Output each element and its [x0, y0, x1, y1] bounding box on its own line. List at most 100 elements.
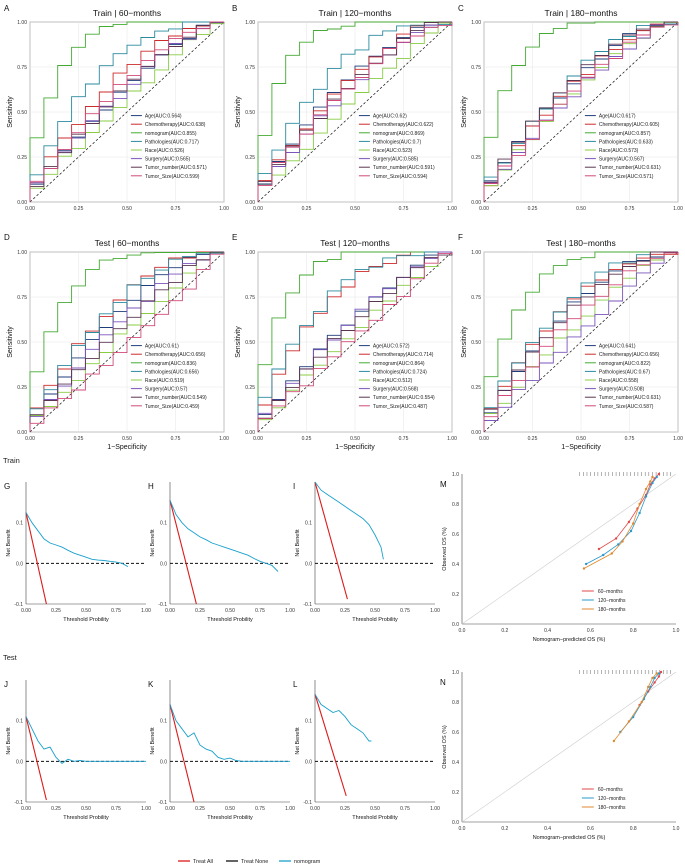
- y-tick-label: 1.00: [471, 20, 481, 26]
- x-tick-label: 1.00: [141, 608, 151, 614]
- legend-entry: 180−months: [598, 607, 626, 613]
- x-tick-label: 0.75: [399, 206, 409, 212]
- panel-H: 0.00 0.25 0.50 0.75 1.00 -0.1 0.0 0.1 Threshold …: [148, 482, 295, 623]
- calibration-point: [621, 540, 624, 543]
- legend-entry: Tumor_number(AUC:0.631): [599, 165, 661, 171]
- calibration-point: [582, 567, 586, 570]
- panel-letter: I: [293, 482, 295, 491]
- y-axis-label: Net Benefit: [6, 529, 12, 557]
- y-axis-label: Net Benefit: [150, 727, 156, 755]
- panel-L: 0.00 0.25 0.50 0.75 1.00 -0.1 0.0 0.1 Threshold …: [293, 680, 440, 821]
- x-tick-label: 0.75: [255, 608, 265, 614]
- x-axis-label: 1−Specificity: [561, 444, 601, 451]
- x-tick-label: 1.0: [673, 628, 680, 634]
- y-tick-label: 0.1: [16, 521, 23, 527]
- treat-all-line: [25, 716, 47, 801]
- y-tick-label: 0.25: [245, 155, 255, 161]
- calibration-point: [640, 700, 643, 704]
- x-tick-label: 0.75: [399, 436, 409, 442]
- roc-curve-tumor_size: [483, 22, 679, 202]
- reference-diagonal: [483, 21, 679, 203]
- plot-area: [170, 680, 290, 802]
- legend-entry: 120−months: [598, 796, 626, 802]
- panel-title: Test | 180−months: [546, 238, 616, 248]
- x-tick-label: 0.00: [253, 206, 263, 212]
- legend-entry: Chemotherapy(AUC:0.656): [145, 352, 206, 358]
- y-tick-label: 0.1: [160, 719, 167, 725]
- section-label-test: Test: [3, 653, 18, 662]
- y-tick-label: 0.0: [160, 759, 167, 765]
- y-tick-label: 0.75: [17, 65, 27, 71]
- y-axis-label: Sensitivity: [461, 96, 468, 128]
- x-tick-label: 0.00: [25, 206, 35, 212]
- panel-F: 0.00 0.25 0.50 0.75 1.00 0.00 0.25 0.50 0.75 1.00…: [458, 233, 683, 451]
- x-tick-label: 0.75: [255, 806, 265, 812]
- legend-entry: 60−months: [598, 787, 623, 793]
- panel-letter: H: [148, 482, 154, 491]
- y-tick-label: 1.0: [452, 472, 459, 478]
- legend-entry: nomogram(AUC:0.864): [373, 361, 425, 367]
- panel-title: Train | 60−months: [93, 8, 161, 18]
- y-tick-label: 0.0: [16, 759, 23, 765]
- panel-title: Train | 180−months: [544, 8, 617, 18]
- y-tick-label: 0.50: [471, 110, 481, 116]
- treat-all-line: [314, 694, 347, 797]
- calibration-point: [659, 670, 663, 674]
- calibration-point: [649, 685, 652, 689]
- y-tick-label: 0.0: [452, 622, 459, 628]
- x-tick-label: 0.8: [630, 826, 637, 832]
- panel-letter: E: [232, 233, 237, 242]
- x-tick-label: 0.00: [165, 608, 175, 614]
- reference-diagonal: [257, 21, 453, 203]
- legend-entry: Tumor_number(AUC:0.549): [145, 395, 207, 401]
- y-tick-label: 0.4: [452, 562, 459, 568]
- y-tick-label: 0.25: [17, 385, 27, 391]
- panel-letter: A: [4, 4, 10, 13]
- y-tick-label: 1.00: [17, 250, 27, 256]
- x-tick-label: 0.00: [21, 608, 31, 614]
- calibration-point: [610, 552, 613, 555]
- y-tick-label: 0.0: [452, 820, 459, 826]
- x-tick-label: 1.00: [285, 806, 295, 812]
- y-tick-label: 0.1: [305, 719, 312, 725]
- y-tick-label: 0.75: [471, 65, 481, 71]
- x-tick-label: 0.00: [165, 806, 175, 812]
- legend-entry: 60−months: [598, 589, 623, 595]
- legend-entry: Chemotherapy(AUC:0.714): [373, 352, 434, 358]
- x-tick-label: 1.00: [430, 806, 440, 812]
- y-tick-label: 0.75: [245, 295, 255, 301]
- legend-entry: Race(AUC:0.526): [145, 148, 185, 154]
- y-axis-label: Net Benefit: [150, 529, 156, 557]
- legend-entry: Surgery(AUC:0.568): [373, 387, 419, 393]
- plot-area: [26, 680, 146, 802]
- x-tick-label: 0.50: [370, 608, 380, 614]
- y-tick-label: 0.0: [16, 561, 23, 567]
- y-tick-label: 0.8: [452, 502, 459, 508]
- y-axis-label: Sensitivity: [461, 326, 468, 358]
- nomogram-net-benefit-line: [169, 500, 279, 572]
- legend-entry: Age(AUC:0.564): [145, 114, 182, 120]
- x-tick-label: 1.00: [447, 206, 457, 212]
- reference-diagonal: [483, 251, 679, 433]
- x-tick-label: 0.00: [310, 806, 320, 812]
- legend-entry: Race(AUC:0.573): [599, 148, 639, 154]
- legend-entry: Tumor_Size(AUC:0.594): [373, 174, 428, 180]
- roc-curve-nomogram: [483, 251, 678, 432]
- legend-entry: Chemotherapy(AUC:0.638): [145, 122, 206, 128]
- y-tick-label: 0.50: [17, 110, 27, 116]
- y-tick-label: 0.00: [17, 430, 27, 436]
- x-tick-label: 0.4: [544, 826, 551, 832]
- roc-curve-pathologies: [257, 22, 453, 202]
- legend-entry: Pathologies(AUC:0.717): [145, 139, 199, 145]
- y-tick-label: 0.0: [305, 759, 312, 765]
- roc-curve-tumor_size: [257, 252, 453, 432]
- y-tick-label: 1.00: [245, 20, 255, 26]
- y-tick-label: 0.0: [305, 561, 312, 567]
- panel-letter: K: [148, 680, 154, 689]
- x-tick-label: 0.00: [253, 436, 263, 442]
- x-axis-label: Nomogram−predicted OS (%): [533, 637, 606, 643]
- y-tick-label: 0.75: [471, 295, 481, 301]
- x-tick-label: 0.25: [74, 436, 84, 442]
- nomogram-net-benefit-line: [25, 716, 146, 764]
- y-tick-label: 0.25: [245, 385, 255, 391]
